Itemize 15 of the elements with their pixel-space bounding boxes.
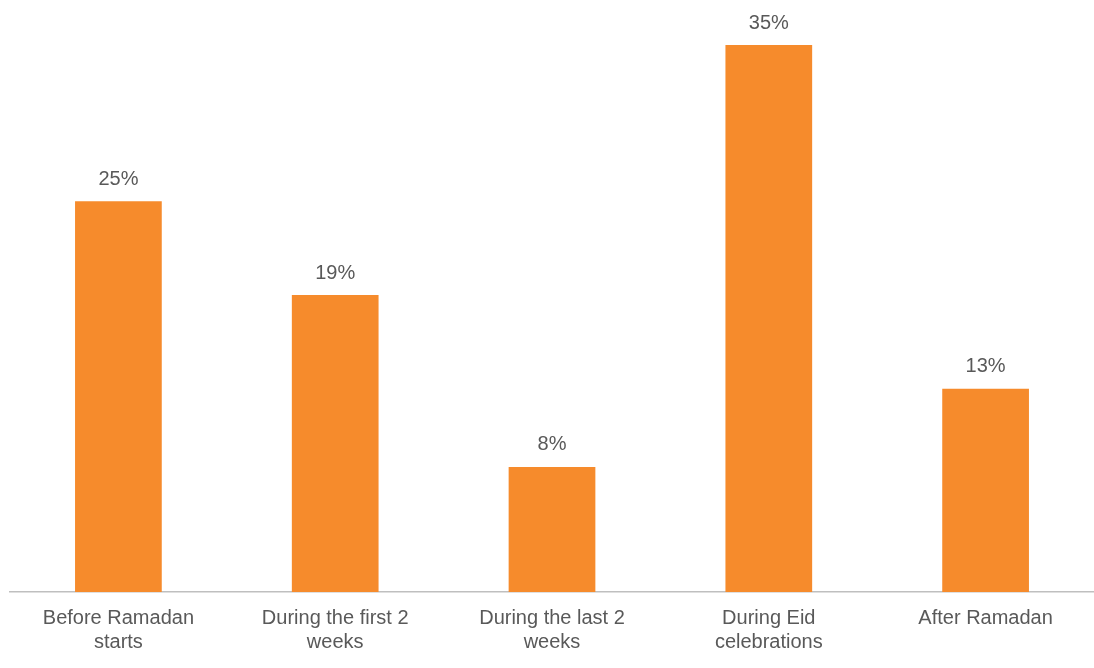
data-label: 35%: [748, 10, 790, 33]
x-tick-label: During the last 2 weeks: [479, 605, 625, 652]
bar: [725, 45, 813, 592]
bar: [942, 388, 1029, 592]
data-label: 13%: [965, 354, 1006, 377]
x-tick-label: After Ramadan: [918, 605, 1053, 628]
x-tick-label: During the first 2 weeks: [261, 605, 409, 652]
bar: [508, 466, 596, 592]
data-label: 19%: [315, 260, 356, 283]
bar: [291, 295, 379, 592]
x-tick-label: Before Ramadan starts: [42, 605, 194, 652]
data-label: 25%: [98, 166, 139, 189]
data-label: 8%: [537, 432, 567, 455]
x-tick-label: During Eid celebrations: [714, 605, 823, 652]
bar: [75, 201, 162, 592]
